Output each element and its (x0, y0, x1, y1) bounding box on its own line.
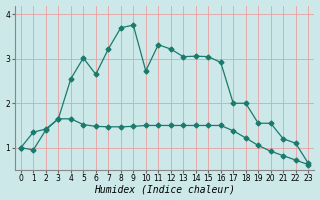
X-axis label: Humidex (Indice chaleur): Humidex (Indice chaleur) (94, 184, 235, 194)
